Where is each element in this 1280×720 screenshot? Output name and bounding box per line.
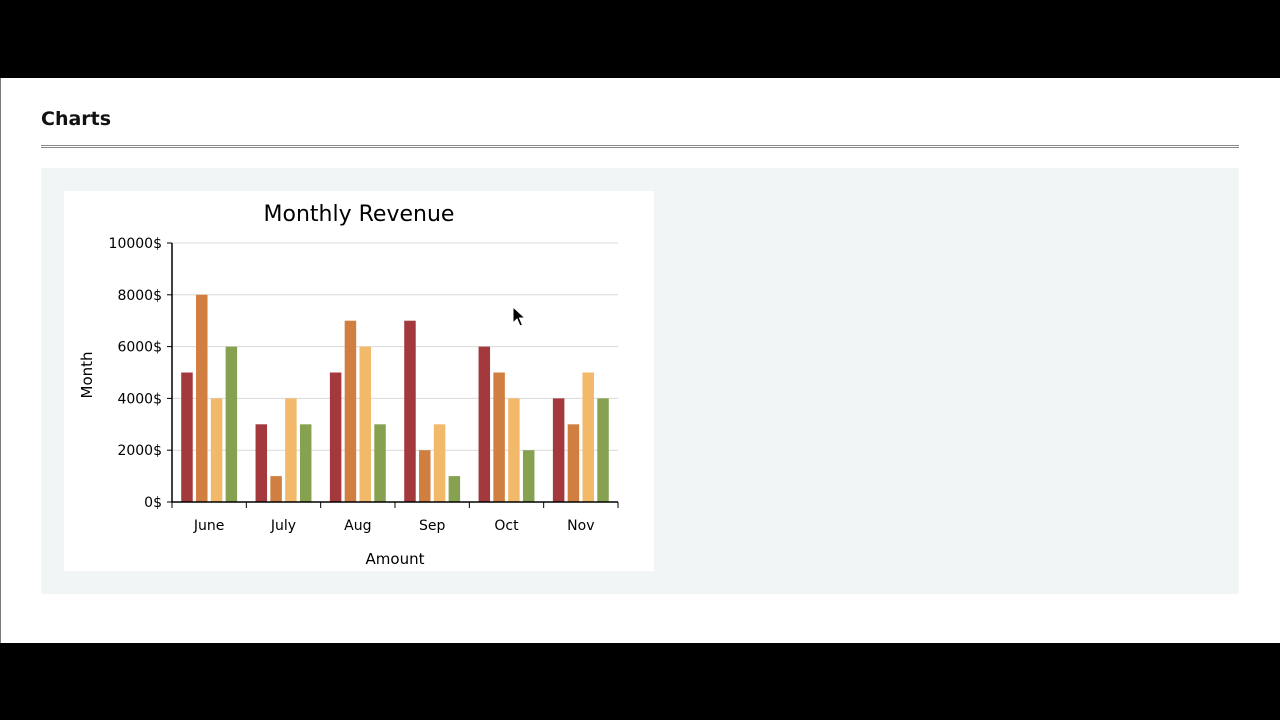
revenue-bar-chart: 0$ 2000$ 4000$ 6000$ 8000$ 10000$ June July Aug S… bbox=[78, 202, 619, 568]
grid-lines bbox=[172, 242, 618, 451]
bar-nov-s2[interactable] bbox=[567, 424, 580, 502]
page-title: Charts bbox=[41, 108, 112, 130]
y-tick-label: 8000$ bbox=[117, 288, 162, 304]
y-tick-label: 4000$ bbox=[117, 391, 162, 407]
bar-june-s2[interactable] bbox=[196, 294, 208, 502]
bar-sep-s3[interactable] bbox=[433, 424, 446, 502]
bar-july-s4[interactable] bbox=[299, 424, 312, 502]
bar-aug-s3[interactable] bbox=[359, 346, 371, 502]
y-tick-label: 2000$ bbox=[117, 443, 162, 459]
bar-nov-s3[interactable] bbox=[582, 372, 594, 503]
x-tick-label: June bbox=[193, 518, 225, 534]
bar-july-s3[interactable] bbox=[285, 398, 297, 502]
y-tick-label: 10000$ bbox=[109, 236, 162, 252]
bar-oct-s4[interactable] bbox=[522, 450, 535, 502]
bars bbox=[181, 294, 609, 503]
bar-aug-s4[interactable] bbox=[374, 424, 386, 502]
chart-title: Monthly Revenue bbox=[264, 202, 455, 227]
bar-sep-s1[interactable] bbox=[404, 320, 416, 502]
bar-june-s4[interactable] bbox=[225, 346, 238, 502]
bar-june-s1[interactable] bbox=[181, 372, 193, 503]
bar-aug-s1[interactable] bbox=[329, 372, 342, 503]
axes: 0$ 2000$ 4000$ 6000$ 8000$ 10000$ June July Aug S… bbox=[109, 236, 619, 534]
title-divider bbox=[41, 145, 1239, 148]
charts-panel: 0$ 2000$ 4000$ 6000$ 8000$ 10000$ June July Aug S… bbox=[41, 168, 1239, 594]
bar-june-s3[interactable] bbox=[210, 398, 223, 502]
bar-aug-s2[interactable] bbox=[344, 320, 357, 502]
bar-nov-s4[interactable] bbox=[597, 398, 609, 502]
mouse-pointer-icon bbox=[512, 306, 526, 327]
y-axis-label: Month bbox=[78, 351, 96, 398]
x-tick-label: Sep bbox=[419, 518, 446, 534]
bar-nov-s1[interactable] bbox=[552, 398, 565, 502]
y-tick-label: 6000$ bbox=[117, 340, 162, 356]
bar-oct-s2[interactable] bbox=[493, 372, 505, 503]
x-tick-label: Nov bbox=[567, 518, 594, 534]
bar-july-s1[interactable] bbox=[255, 424, 268, 502]
bar-sep-s2[interactable] bbox=[419, 450, 431, 502]
bar-oct-s3[interactable] bbox=[508, 398, 520, 502]
x-axis-label: Amount bbox=[366, 550, 425, 568]
x-tick-label: July bbox=[270, 518, 296, 534]
chart-card: 0$ 2000$ 4000$ 6000$ 8000$ 10000$ June July Aug S… bbox=[64, 191, 654, 571]
x-tick-label: Oct bbox=[494, 518, 519, 534]
bar-oct-s1[interactable] bbox=[478, 346, 491, 502]
bar-july-s2[interactable] bbox=[270, 476, 282, 502]
x-tick-label: Aug bbox=[344, 518, 371, 534]
bar-sep-s4[interactable] bbox=[448, 476, 461, 502]
y-tick-label: 0$ bbox=[144, 495, 162, 511]
page-content: Charts 0$ 2000$ 4000$ 6000$ 8000$ 10000$ June J… bbox=[0, 78, 1280, 643]
